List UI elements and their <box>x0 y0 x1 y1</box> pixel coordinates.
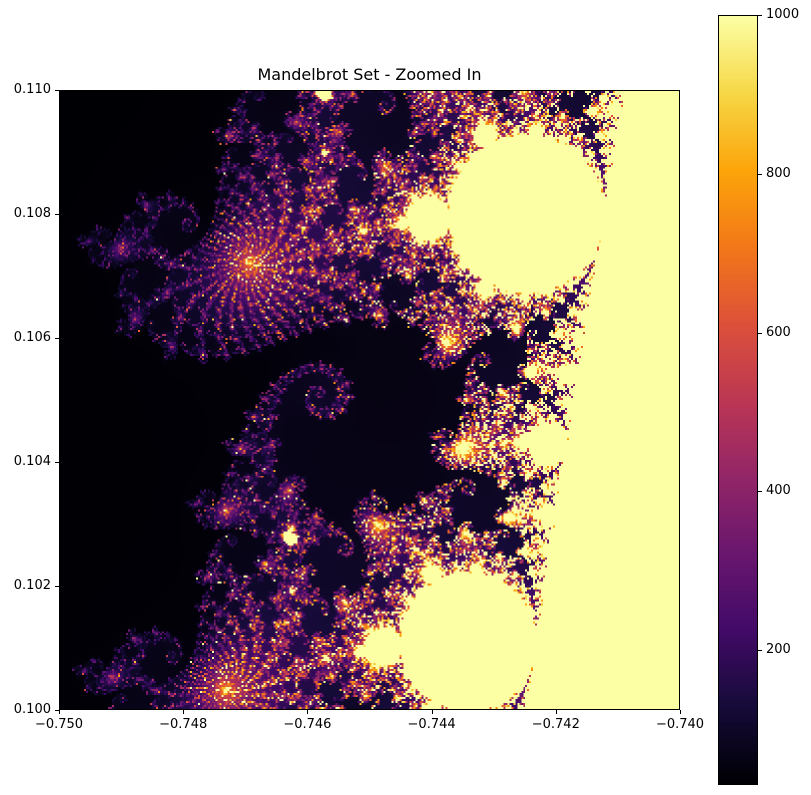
tick-mark <box>55 338 59 339</box>
tick-mark <box>758 650 762 652</box>
y-tick-label: 0.100 <box>13 702 51 717</box>
tick-mark <box>55 586 59 587</box>
colorbar <box>718 15 758 785</box>
x-tick-label: −0.744 <box>407 717 456 732</box>
tick-mark <box>307 710 309 714</box>
colorbar-tick-label: 800 <box>766 165 791 181</box>
tick-mark <box>59 710 60 714</box>
tick-mark <box>758 332 762 334</box>
tick-mark <box>431 710 433 714</box>
tick-mark <box>758 491 762 493</box>
tick-mark <box>55 462 59 463</box>
colorbar-tick-label: 600 <box>766 324 791 340</box>
tick-mark <box>555 710 557 714</box>
x-tick-label: −0.740 <box>655 717 705 732</box>
y-tick-label: 0.102 <box>13 578 51 593</box>
chart-title: Mandelbrot Set - Zoomed In <box>257 65 482 84</box>
heatmap-plot-area <box>59 90 680 710</box>
colorbar-tick-label: 200 <box>766 642 791 658</box>
colorbar-gradient <box>719 16 757 784</box>
mandelbrot-heatmap <box>60 91 679 709</box>
x-tick-label: −0.748 <box>159 717 208 732</box>
x-tick-label: −0.742 <box>531 717 580 732</box>
x-tick-label: −0.746 <box>283 717 332 732</box>
tick-mark <box>758 15 762 16</box>
tick-mark <box>680 710 681 714</box>
tick-mark <box>758 173 762 175</box>
y-tick-label: 0.106 <box>13 330 51 345</box>
tick-mark <box>55 710 59 711</box>
y-tick-label: 0.108 <box>13 206 51 221</box>
tick-mark <box>183 710 185 714</box>
x-tick-label: −0.750 <box>34 717 84 732</box>
colorbar-tick-label: 1000 <box>766 7 800 22</box>
y-tick-label: 0.104 <box>13 454 51 469</box>
colorbar-tick-label: 400 <box>766 483 791 499</box>
y-tick-label: 0.110 <box>13 82 51 97</box>
tick-mark <box>55 214 59 215</box>
tick-mark <box>55 90 59 91</box>
